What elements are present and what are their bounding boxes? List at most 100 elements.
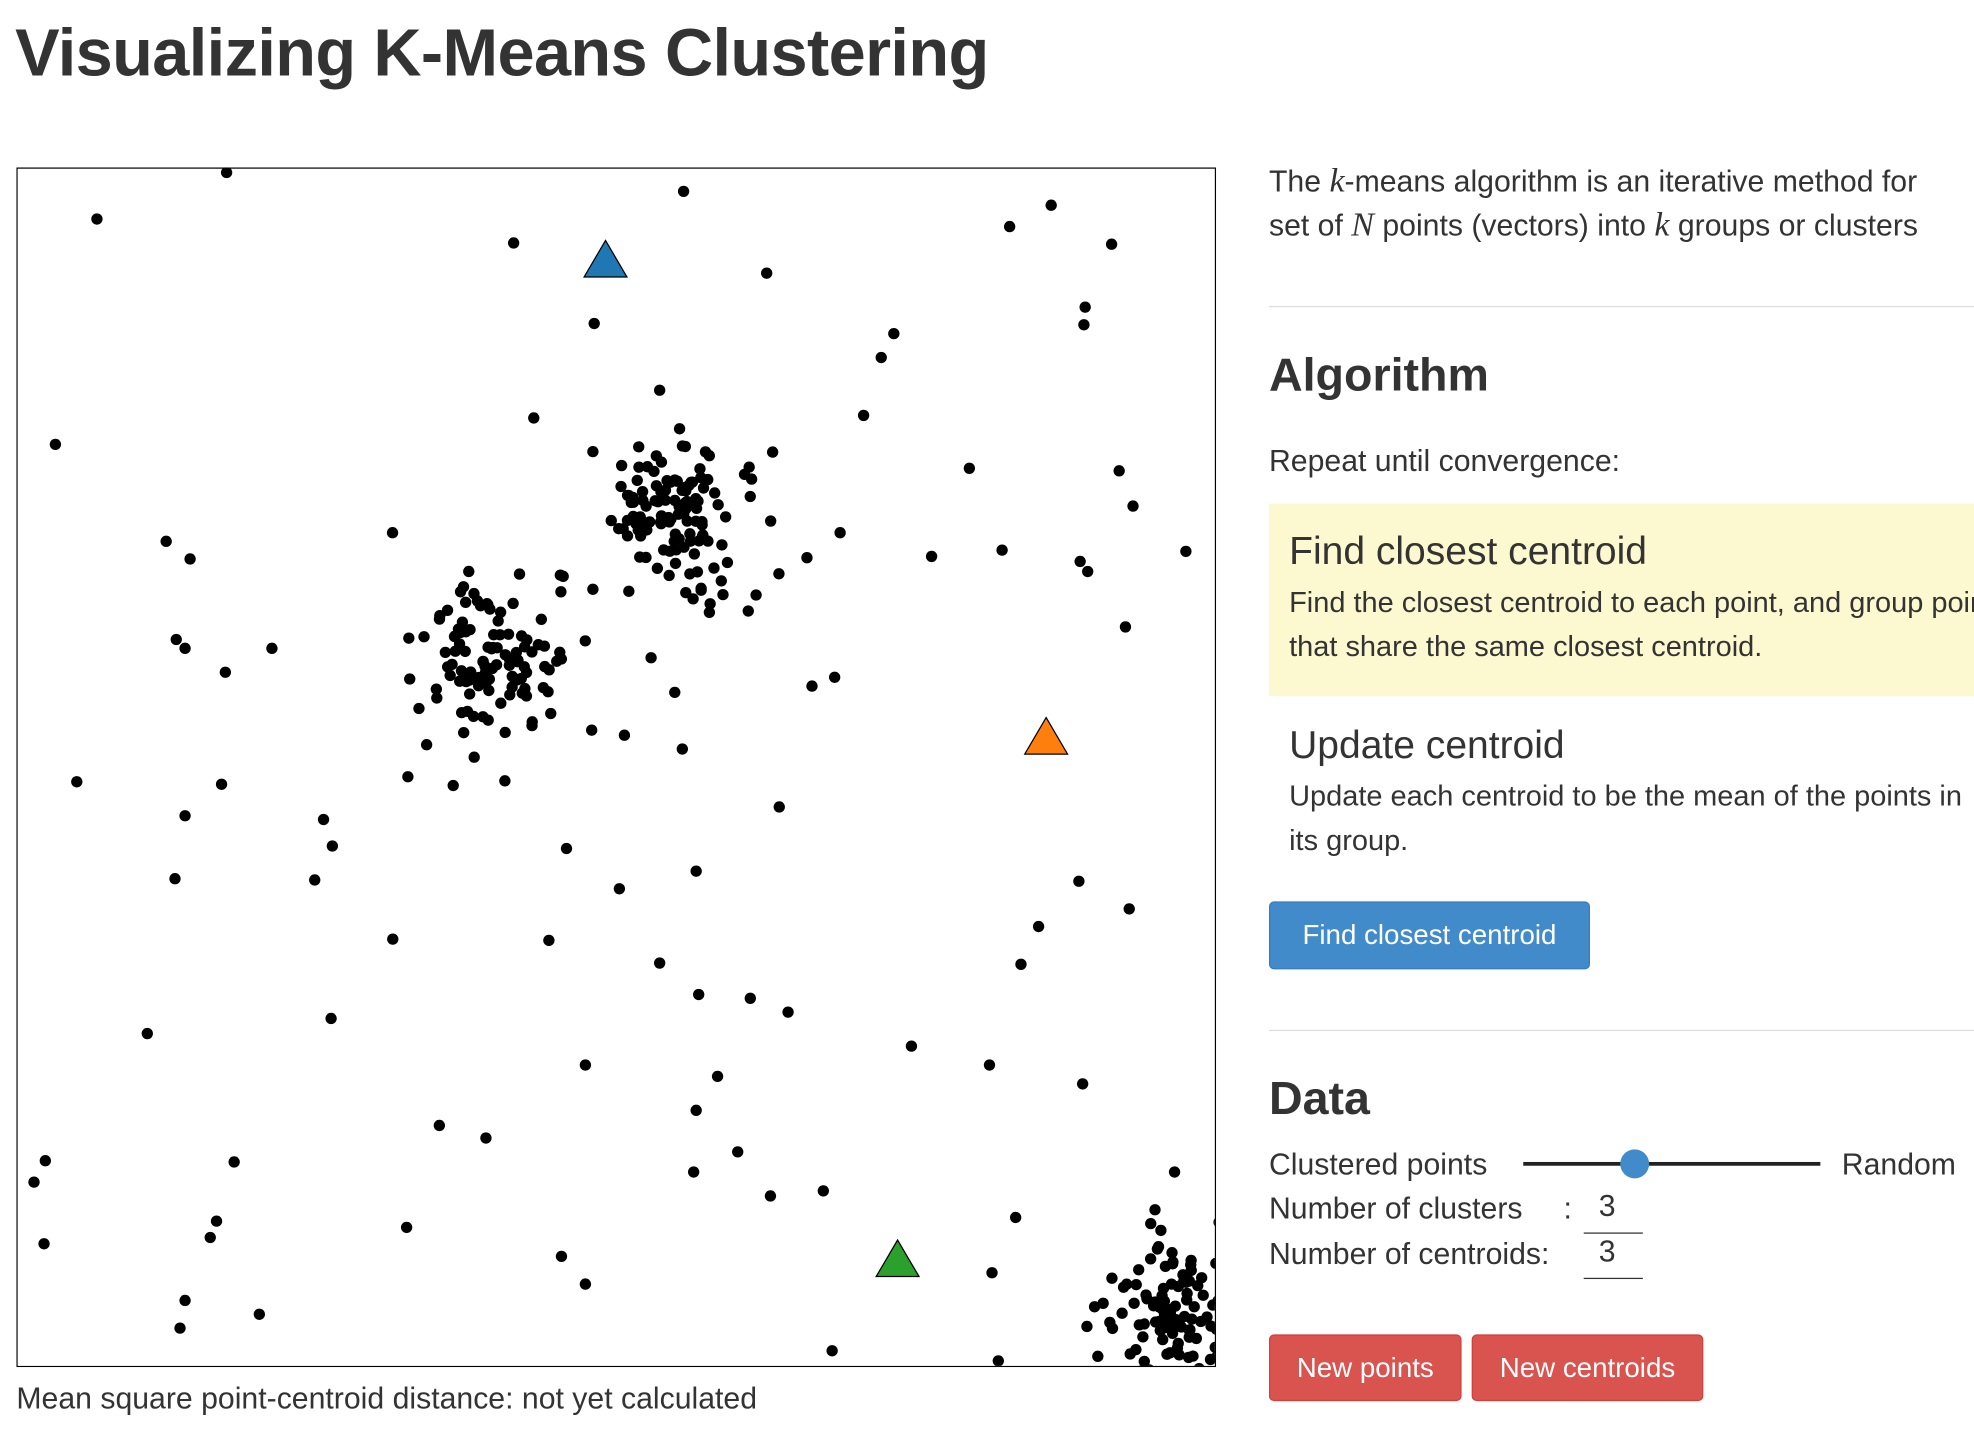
point — [179, 642, 191, 654]
point — [801, 552, 813, 564]
point — [539, 660, 551, 673]
point — [672, 508, 685, 520]
point — [1079, 301, 1091, 313]
point — [459, 596, 472, 608]
point — [669, 557, 682, 570]
point — [925, 550, 938, 563]
page-title: Visualizing K-Means Clustering — [15, 16, 989, 91]
point — [680, 586, 692, 599]
point — [1003, 220, 1016, 233]
point — [403, 632, 415, 644]
point — [535, 613, 548, 625]
point — [1123, 903, 1135, 915]
new-centroids-button[interactable]: New centroids — [1471, 1334, 1704, 1402]
point — [309, 874, 321, 886]
point — [625, 496, 637, 509]
point — [490, 659, 503, 671]
point — [695, 472, 707, 484]
point — [697, 529, 709, 541]
point — [1130, 1278, 1142, 1291]
point — [745, 473, 758, 485]
point — [499, 775, 511, 787]
point — [983, 1059, 996, 1071]
point — [686, 476, 699, 488]
point — [711, 1070, 724, 1083]
text: The — [1268, 164, 1330, 199]
point — [1157, 1333, 1169, 1346]
point — [1157, 1282, 1170, 1295]
point — [1149, 1204, 1161, 1216]
point — [492, 615, 504, 627]
point — [170, 633, 182, 646]
point — [1178, 1310, 1191, 1323]
point — [452, 623, 465, 635]
point — [516, 687, 528, 699]
point — [586, 724, 598, 736]
point — [1145, 1217, 1157, 1230]
point — [506, 670, 518, 683]
point — [39, 1155, 51, 1167]
point — [693, 988, 705, 1001]
clusters-input[interactable]: 3 — [1583, 1190, 1643, 1234]
point — [477, 711, 489, 723]
point — [467, 710, 480, 723]
point — [1207, 1299, 1215, 1311]
divider — [1268, 1029, 1974, 1032]
point — [91, 213, 103, 225]
point — [653, 957, 666, 969]
new-points-button[interactable]: New points — [1268, 1334, 1462, 1402]
point — [253, 1308, 265, 1320]
point — [905, 1040, 918, 1052]
point — [433, 1119, 446, 1132]
step-button[interactable]: Find closest centroid — [1268, 901, 1590, 970]
point — [1106, 1322, 1119, 1335]
point — [1105, 238, 1118, 250]
point — [463, 674, 476, 686]
point — [1128, 1297, 1140, 1309]
intro-line: set of N points (vectors) into k groups … — [1269, 205, 1918, 244]
point — [765, 515, 777, 527]
point — [1197, 1289, 1209, 1301]
point — [441, 661, 454, 673]
point — [387, 933, 399, 945]
point — [782, 1006, 794, 1018]
point — [633, 461, 645, 473]
point — [1081, 1320, 1093, 1333]
point — [605, 514, 617, 527]
point — [483, 673, 495, 685]
point — [160, 535, 172, 547]
math: k — [1654, 205, 1670, 243]
point — [676, 440, 689, 452]
slider-track[interactable] — [1523, 1161, 1821, 1166]
point — [1171, 1342, 1184, 1354]
point — [1187, 1350, 1199, 1362]
point — [537, 681, 550, 694]
centroids-input[interactable]: 3 — [1583, 1235, 1643, 1280]
point — [545, 707, 557, 720]
point — [447, 779, 459, 792]
point — [488, 629, 500, 641]
point — [49, 438, 62, 451]
point — [499, 726, 511, 739]
point — [744, 490, 756, 503]
point — [560, 842, 573, 855]
point — [636, 485, 649, 498]
point — [888, 327, 900, 340]
point — [631, 512, 643, 524]
point — [669, 474, 681, 486]
point — [679, 496, 692, 509]
point — [464, 624, 476, 636]
point — [1082, 565, 1094, 578]
point — [431, 692, 443, 704]
point — [528, 412, 540, 424]
plot — [16, 167, 1217, 1368]
point — [963, 462, 976, 474]
point — [494, 606, 507, 618]
point — [631, 474, 643, 487]
point — [826, 1345, 838, 1357]
slider-thumb[interactable] — [1620, 1149, 1650, 1179]
point — [579, 1278, 592, 1290]
point — [587, 583, 599, 595]
field-label: Number of clusters — [1268, 1192, 1523, 1227]
